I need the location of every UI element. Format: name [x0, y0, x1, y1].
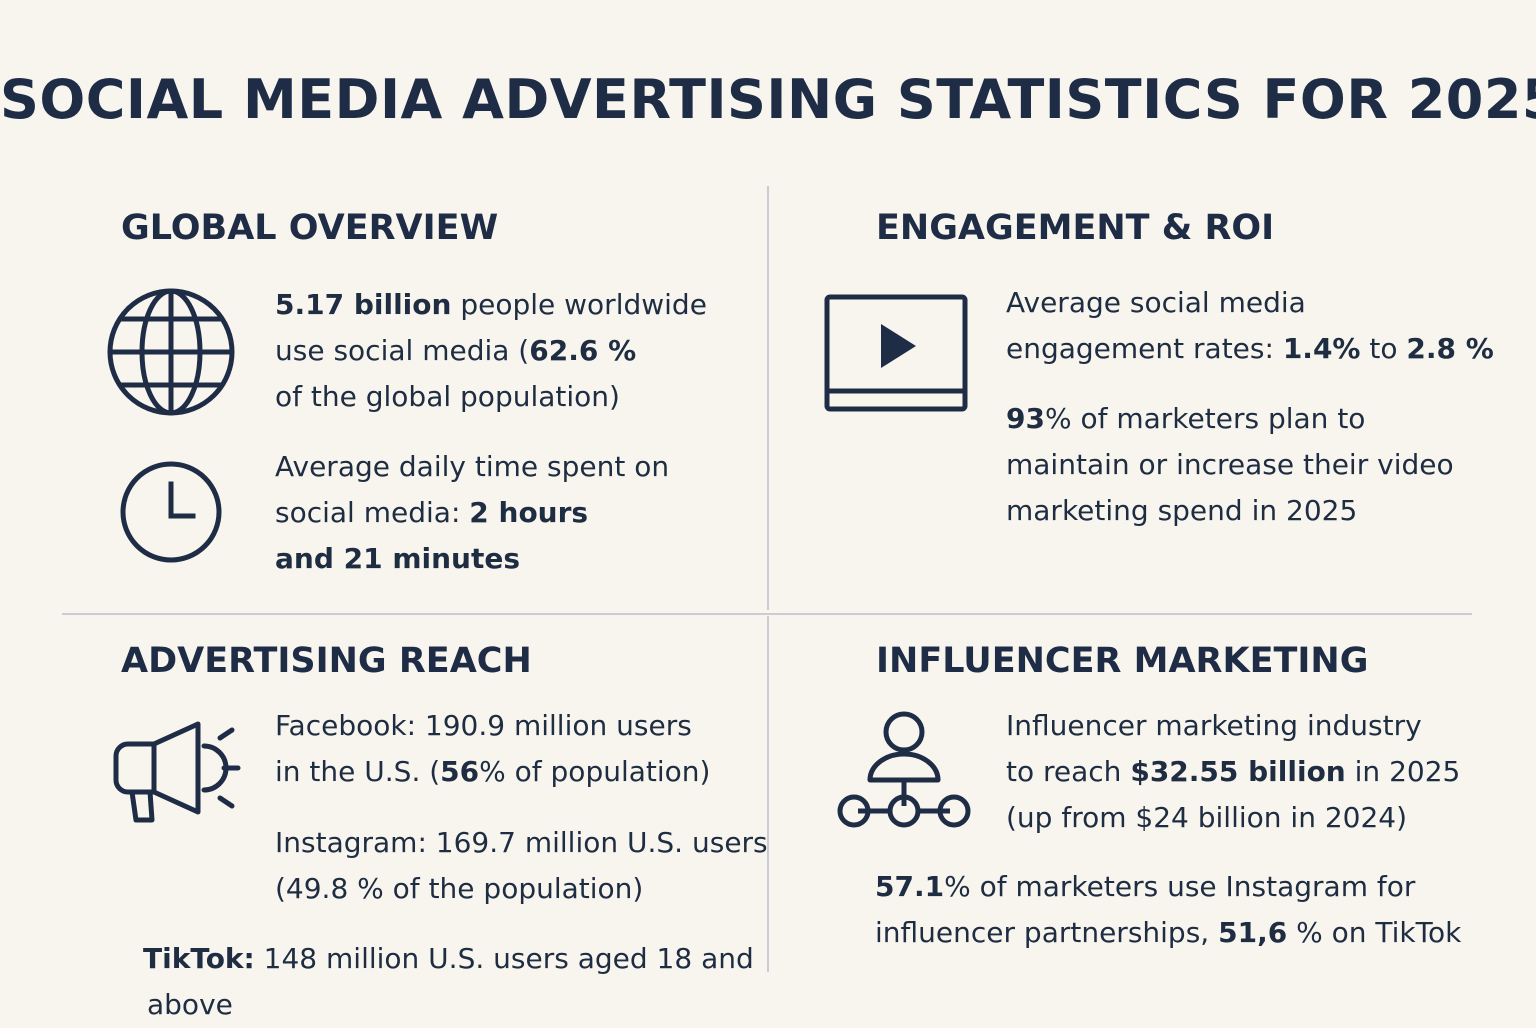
tiktok-reach-stat: TikTok: 148 million U.S. users aged 18 a…	[143, 942, 754, 1021]
advertising-reach-heading: ADVERTISING REACH	[121, 641, 532, 681]
influencer-industry-stat: Influencer marketing industry to reach $…	[1006, 709, 1461, 834]
global-overview-heading: GLOBAL OVERVIEW	[121, 208, 499, 248]
engagement-roi-heading: ENGAGEMENT & ROI	[876, 208, 1275, 248]
network-person-icon	[836, 708, 972, 838]
megaphone-icon	[112, 716, 242, 828]
engagement-rate-stat: Average social media engagement rates: 1…	[1006, 286, 1494, 365]
influencer-marketing-heading: INFLUENCER MARKETING	[876, 641, 1369, 681]
vertical-divider-lower	[767, 616, 769, 972]
globe-icon	[106, 287, 236, 417]
facebook-reach-stat: Facebook: 190.9 million users in the U.S…	[275, 709, 711, 788]
horizontal-divider	[62, 613, 1472, 615]
video-play-icon	[824, 294, 968, 412]
daily-time-stat: Average daily time spent on social media…	[275, 450, 670, 575]
influencer-platform-stat: 57.1% of marketers use Instagram for inf…	[875, 870, 1462, 949]
clock-icon	[119, 460, 223, 564]
video-spend-stat: 93% of marketers plan to maintain or inc…	[1006, 402, 1454, 527]
global-users-stat: 5.17 billion people worldwide use social…	[275, 288, 707, 413]
vertical-divider	[767, 186, 769, 610]
instagram-reach-stat: Instagram: 169.7 million U.S. users (49.…	[275, 826, 768, 905]
page-title: SOCIAL MEDIA ADVERTISING STATISTICS FOR …	[0, 68, 1536, 131]
